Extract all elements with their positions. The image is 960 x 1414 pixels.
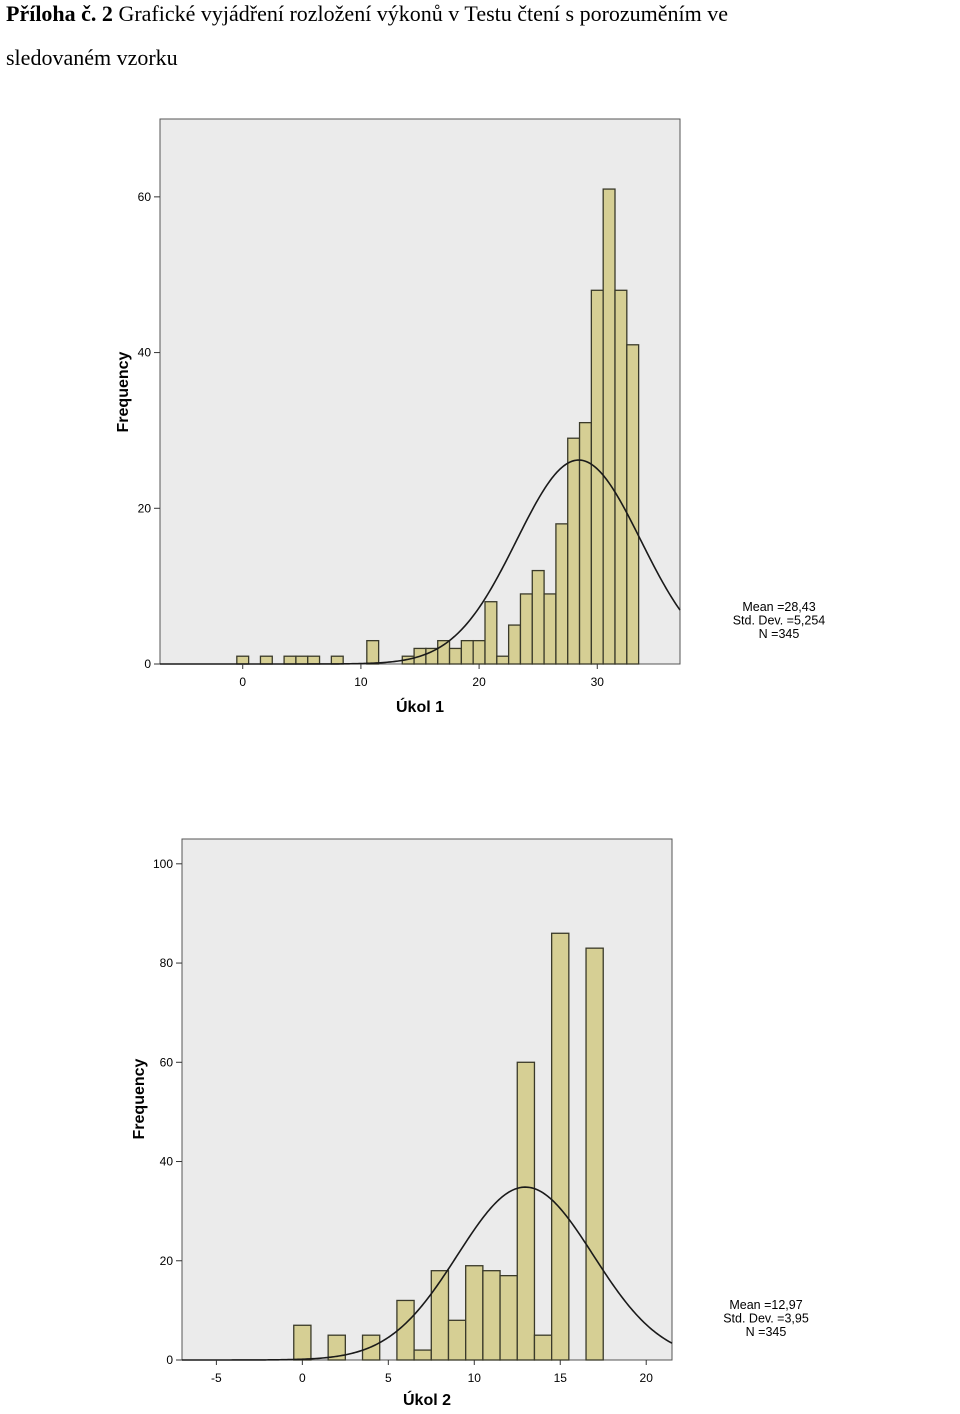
histogram-bar [396,1299,415,1361]
y-tick-label: 20 [138,501,152,515]
histogram-bar [516,1061,536,1361]
y-axis-label: Frequency [115,351,132,432]
x-tick-label: 10 [354,675,368,689]
stat-line: Std. Dev. =5,254 [733,614,826,628]
appendix-label: Příloha č. 2 [6,1,113,26]
y-tick-label: 100 [153,857,173,871]
x-tick-label: 20 [640,1371,654,1385]
histogram-bar [293,1324,312,1361]
y-tick-label: 40 [160,1155,174,1169]
y-tick-label: 20 [160,1254,174,1268]
y-axis-label: Frequency [131,1058,148,1139]
histogram-bar [465,1265,484,1361]
x-tick-label: 0 [239,675,246,689]
stat-line: Mean =28,43 [742,600,815,614]
stat-line: N =345 [759,627,800,641]
histogram-bar [482,1270,501,1361]
y-tick-label: 60 [138,190,152,204]
histogram-bar [499,1274,518,1361]
histogram-bar [447,1319,467,1361]
histogram-bar [327,1334,346,1361]
y-tick-label: 0 [144,657,151,671]
heading-line-2: sledovaném vzorku [6,45,178,70]
histogram-bar [533,1334,553,1361]
normal-curve [182,1186,673,1361]
histogram-bar [413,1349,432,1361]
x-axis-label: Úkol 1 [396,697,444,716]
normal-curve [160,459,681,665]
histogram-ukol-1: 0 20 40 60 0 10 20 30 Úkol 1 Frequency Mean =28,43… [115,118,826,716]
stat-line: Mean =12,97 [729,1298,802,1312]
y-tick-label: 80 [160,956,174,970]
stat-line: Std. Dev. =3,95 [723,1312,809,1326]
x-tick-label: 0 [299,1371,306,1385]
x-tick-label: 20 [472,675,486,689]
y-tick-label: 60 [160,1055,174,1069]
histogram-bar [550,932,570,1361]
x-axis-label: Úkol 2 [403,1390,451,1409]
y-tick-label: 40 [138,346,152,360]
x-tick-label: 30 [591,675,605,689]
y-tick-label: 0 [166,1353,173,1367]
x-tick-label: 10 [468,1371,482,1385]
histogram-bar [430,1270,450,1361]
x-tick-label: -5 [211,1371,222,1385]
stat-line: N =345 [746,1325,787,1339]
histogram-bar [626,344,640,665]
x-tick-label: 15 [554,1371,568,1385]
heading-line-1: Grafické vyjádření rozložení výkonů v Te… [118,1,729,26]
histogram-bar [585,947,604,1361]
x-tick-label: 5 [385,1371,392,1385]
histogram-bar [484,601,498,665]
histogram-bar [366,639,380,665]
